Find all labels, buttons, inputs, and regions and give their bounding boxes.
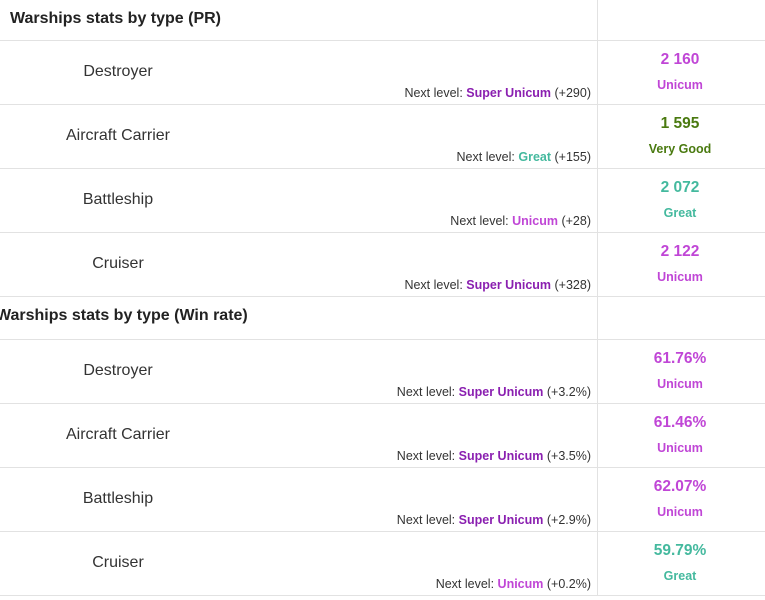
next-level-name: Unicum bbox=[497, 577, 544, 591]
next-level-name: Super Unicum bbox=[466, 278, 552, 292]
stat-value: 2 160 bbox=[660, 51, 700, 68]
next-level-label: Next level: bbox=[396, 449, 456, 463]
next-level-delta: (+3.2%) bbox=[546, 385, 591, 399]
stat-rating: Unicum bbox=[657, 505, 703, 519]
next-level-name: Great bbox=[518, 150, 552, 164]
ship-type-name: Cruiser bbox=[92, 255, 144, 272]
next-level-label: Next level: bbox=[435, 577, 495, 591]
ship-type-name: Destroyer bbox=[83, 362, 153, 379]
next-level-info: Next level: Super Unicum (+3.5%) bbox=[397, 449, 591, 463]
ship-type-name: Cruiser bbox=[92, 554, 144, 571]
next-level-info: Next level: Great (+155) bbox=[457, 150, 591, 164]
stat-rating: Great bbox=[663, 206, 697, 220]
next-level-label: Next level: bbox=[396, 513, 456, 527]
next-level-delta: (+290) bbox=[554, 86, 591, 100]
next-level-delta: (+3.5%) bbox=[546, 449, 591, 463]
ship-type-name: Destroyer bbox=[83, 63, 153, 80]
next-level-info: Next level: Super Unicum (+290) bbox=[404, 86, 591, 100]
section-title-win-rate: Warships stats by type (Win rate) bbox=[0, 307, 248, 324]
next-level-delta: (+155) bbox=[554, 150, 591, 164]
table-row-wr-aircraft-carrier: Aircraft Carrier Next level: Super Unicu… bbox=[0, 404, 765, 468]
ship-type-name: Battleship bbox=[82, 191, 154, 208]
column-divider bbox=[597, 0, 598, 40]
stat-value: 1 595 bbox=[660, 115, 700, 132]
next-level-info: Next level: Super Unicum (+2.9%) bbox=[397, 513, 591, 527]
column-divider bbox=[597, 297, 598, 339]
next-level-name: Super Unicum bbox=[458, 513, 544, 527]
stat-rating: Unicum bbox=[657, 441, 703, 455]
next-level-delta: (+328) bbox=[554, 278, 591, 292]
stat-value: 62.07% bbox=[653, 478, 707, 495]
section-header-win-rate: Warships stats by type (Win rate) bbox=[0, 297, 765, 340]
next-level-label: Next level: bbox=[404, 278, 463, 292]
column-divider bbox=[597, 233, 598, 296]
stat-value: 2 122 bbox=[660, 243, 700, 260]
next-level-info: Next level: Unicum (+0.2%) bbox=[436, 577, 591, 591]
next-level-name: Super Unicum bbox=[458, 385, 544, 399]
section-title-pr: Warships stats by type (PR) bbox=[10, 10, 222, 27]
next-level-delta: (+2.9%) bbox=[546, 513, 591, 527]
stat-value: 61.46% bbox=[653, 414, 707, 431]
column-divider bbox=[597, 105, 598, 168]
ship-type-name: Aircraft Carrier bbox=[65, 127, 170, 144]
next-level-name: Unicum bbox=[512, 214, 558, 228]
stat-rating: Unicum bbox=[657, 377, 703, 391]
next-level-label: Next level: bbox=[450, 214, 509, 228]
stat-value: 2 072 bbox=[660, 179, 700, 196]
stat-rating: Unicum bbox=[657, 270, 703, 284]
next-level-delta: (+0.2%) bbox=[546, 577, 591, 591]
section-header-pr: Warships stats by type (PR) bbox=[0, 0, 765, 41]
table-row-wr-battleship: Battleship Next level: Super Unicum (+2.… bbox=[0, 468, 765, 532]
next-level-label: Next level: bbox=[404, 86, 463, 100]
stat-value: 61.76% bbox=[653, 350, 707, 367]
stat-rating: Unicum bbox=[657, 78, 703, 92]
next-level-info: Next level: Unicum (+28) bbox=[450, 214, 591, 228]
column-divider bbox=[597, 41, 598, 104]
column-divider bbox=[597, 404, 598, 467]
column-divider bbox=[597, 340, 598, 403]
next-level-label: Next level: bbox=[456, 150, 515, 164]
next-level-delta: (+28) bbox=[561, 214, 591, 228]
column-divider bbox=[597, 532, 598, 595]
next-level-name: Super Unicum bbox=[458, 449, 544, 463]
next-level-label: Next level: bbox=[396, 385, 456, 399]
table-row-pr-destroyer: Destroyer Next level: Super Unicum (+290… bbox=[0, 41, 765, 105]
next-level-name: Super Unicum bbox=[466, 86, 552, 100]
table-row-wr-cruiser: Cruiser Next level: Unicum (+0.2%) 59.79… bbox=[0, 532, 765, 596]
table-row-pr-cruiser: Cruiser Next level: Super Unicum (+328) … bbox=[0, 233, 765, 297]
table-row-wr-destroyer: Destroyer Next level: Super Unicum (+3.2… bbox=[0, 340, 765, 404]
ship-type-name: Battleship bbox=[82, 490, 154, 507]
table-row-pr-battleship: Battleship Next level: Unicum (+28) 2 07… bbox=[0, 169, 765, 233]
table-row-pr-aircraft-carrier: Aircraft Carrier Next level: Great (+155… bbox=[0, 105, 765, 169]
next-level-info: Next level: Super Unicum (+3.2%) bbox=[397, 385, 591, 399]
column-divider bbox=[597, 468, 598, 531]
stat-value: 59.79% bbox=[653, 542, 707, 559]
next-level-info: Next level: Super Unicum (+328) bbox=[404, 278, 591, 292]
stat-rating: Very Good bbox=[648, 142, 712, 156]
stat-rating: Great bbox=[663, 569, 697, 583]
ship-type-name: Aircraft Carrier bbox=[65, 426, 170, 443]
column-divider bbox=[597, 169, 598, 232]
